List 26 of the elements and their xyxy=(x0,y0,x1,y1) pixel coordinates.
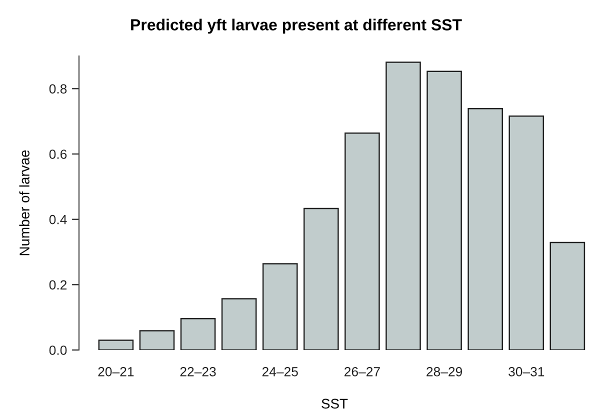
x-tick-label: 24–25 xyxy=(262,367,298,376)
y-axis-title: Number of larvae xyxy=(19,150,30,256)
y-tick-label: 0.8 xyxy=(49,84,67,94)
y-tick-label: 0.0 xyxy=(49,346,67,355)
bar xyxy=(468,108,503,350)
bar xyxy=(550,242,586,350)
bar xyxy=(98,340,134,350)
x-tick-label: 26–27 xyxy=(344,367,380,376)
bar xyxy=(426,70,462,350)
x-axis-title: SST xyxy=(322,398,348,409)
bar xyxy=(508,115,544,350)
bar xyxy=(139,330,175,350)
y-tick-label: 0.4 xyxy=(49,214,67,224)
bar xyxy=(221,298,257,350)
y-tick-label: 0.2 xyxy=(49,280,67,290)
x-tick-label: 22–23 xyxy=(180,367,216,376)
chart-title: Predicted yft larvae present at different SST xyxy=(131,18,462,34)
bar xyxy=(304,208,339,350)
bar xyxy=(262,263,298,350)
y-tick-label: 0.6 xyxy=(49,150,67,159)
bar xyxy=(386,62,421,350)
x-tick-label: 30–31 xyxy=(508,367,544,376)
x-tick-label: 20–21 xyxy=(98,367,134,376)
bar xyxy=(180,318,216,350)
x-tick-label: 28–29 xyxy=(426,367,462,376)
bar xyxy=(344,132,380,350)
